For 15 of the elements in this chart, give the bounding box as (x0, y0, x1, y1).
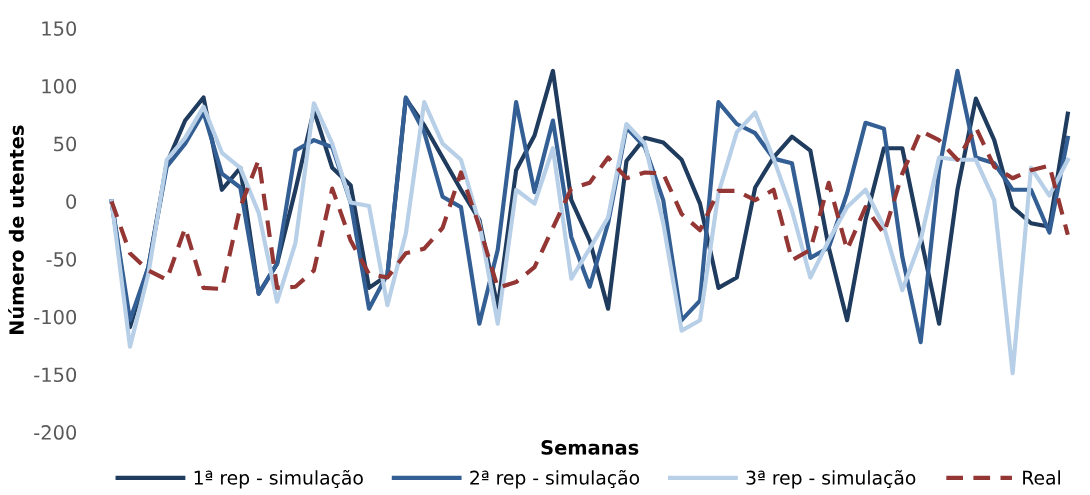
legend-label: 2ª rep - simulação (470, 469, 640, 489)
legend-label: Real (1023, 470, 1060, 485)
line-series (109, 99, 1070, 376)
y-tick-label: -50 (46, 251, 77, 267)
x-axis-title: Semanas (541, 440, 639, 455)
legend-label: 1ª rep - simulação (194, 469, 363, 489)
y-tick-label: -150 (34, 367, 77, 383)
y-tick-label: 100 (42, 78, 77, 94)
y-axis-title: Número de utentes (8, 125, 24, 335)
y-tick-label: 50 (54, 136, 77, 152)
y-tick-label: 150 (42, 21, 77, 36)
y-tick-label: 0 (66, 194, 77, 209)
y-tick-label: -200 (34, 425, 77, 440)
legend-label: 3ª rep - simulação (746, 469, 916, 489)
y-tick-label: -100 (34, 309, 77, 325)
